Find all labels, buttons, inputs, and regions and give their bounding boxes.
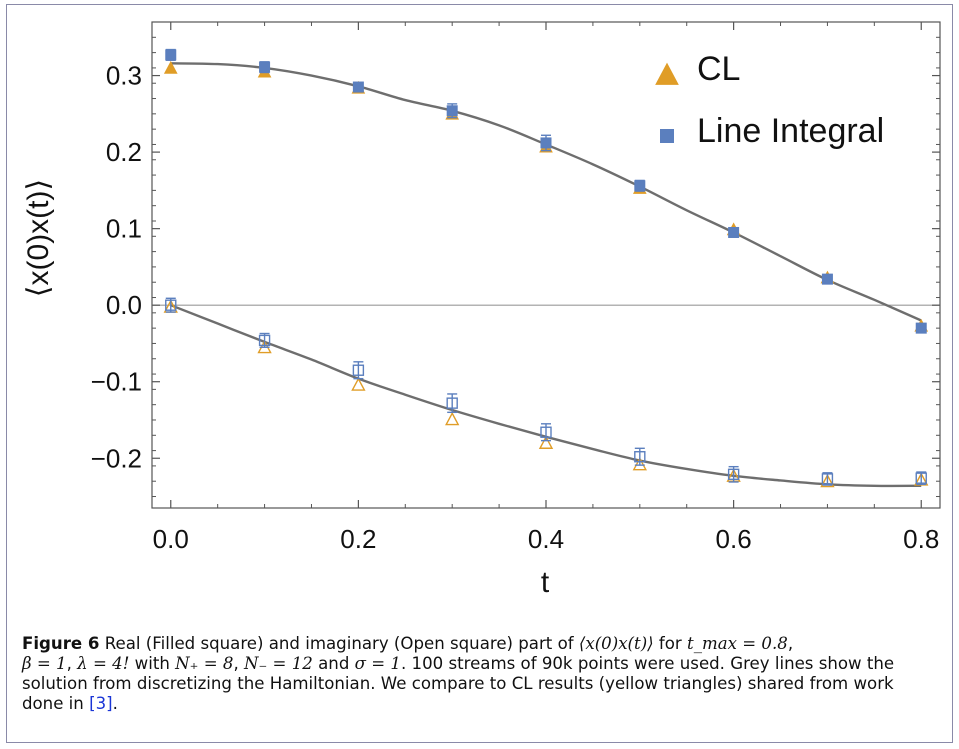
caption-text: . 100 streams of 90k points were used. G… [22, 654, 895, 713]
caption-math: ⟨x(0)x(t)⟩ [578, 634, 654, 653]
caption-math: t_max = 0.8 [687, 634, 788, 653]
line-integral-imaginary-point [446, 397, 458, 409]
line-integral-real-point [915, 322, 927, 334]
line-integral-imaginary-point [727, 468, 740, 481]
axes: 0.0 0.2 0.4 0.6 0.8 −0.2 −0.1 0.0 0.1 0.2 0.3 [91, 21, 941, 554]
figure-frame [6, 4, 953, 743]
legend-line-integral-marker [660, 129, 674, 143]
line-integral-real-point [165, 49, 177, 61]
cl-imaginary-point [632, 456, 647, 471]
caption-text: and [312, 654, 355, 673]
caption-text: , [66, 654, 78, 673]
y-tick-label: 0.0 [106, 290, 142, 320]
y-tick-label: 0.1 [106, 214, 142, 244]
theory-curve [170, 304, 922, 488]
cl-imaginary-point [351, 377, 366, 391]
line-integral-real-point [540, 137, 552, 149]
cl-imaginary-point [914, 472, 929, 486]
caption-text: Real (Filled square) and imaginary (Open… [99, 634, 579, 653]
cl-real-point [163, 60, 178, 74]
x-axis-label: t [541, 566, 550, 599]
legend: CL Line Integral [655, 50, 884, 150]
reference-link[interactable]: [3] [89, 694, 113, 713]
line-integral-imaginary-point [915, 472, 927, 484]
caption-label: Figure 6 [22, 634, 100, 653]
x-tick-label: 0.4 [528, 524, 564, 554]
line-integral-real-point [634, 180, 646, 192]
cl-imaginary-point [820, 473, 835, 488]
caption-text: . [112, 694, 118, 713]
legend-label: CL [697, 50, 740, 88]
caption-math: N₊ = 8 [175, 654, 234, 673]
line-integral-imaginary-point [540, 426, 552, 438]
y-axis-label: ⟨x(0)x(t)⟩ [22, 179, 55, 297]
cl-imaginary-point [538, 435, 554, 449]
x-tick-label: 0.0 [153, 524, 189, 554]
caption-math: β = 1 [22, 654, 67, 673]
x-tick-label: 0.8 [903, 524, 939, 554]
line-integral-imaginary-point [352, 364, 365, 376]
data-marks [163, 48, 929, 488]
line-integral-imaginary-point [258, 334, 271, 347]
y-tick-label: 0.2 [106, 137, 142, 167]
x-tick-label: 0.2 [340, 524, 376, 554]
figure-caption: Figure 6 Real (Filled square) and imagin… [22, 634, 937, 714]
line-integral-real-point [821, 273, 833, 285]
line-integral-real-point [259, 61, 271, 73]
line-integral-imaginary-point [821, 473, 834, 485]
line-integral-real-point [728, 226, 740, 238]
caption-math: N₋ = 12 [244, 654, 313, 673]
chart: 0.0 0.2 0.4 0.6 0.8 −0.2 −0.1 0.0 0.1 0.2 0.3 CL Li… [22, 21, 941, 599]
line-integral-imaginary-point [165, 299, 177, 311]
caption-text: with [129, 654, 176, 673]
line-integral-real-point [446, 105, 458, 117]
caption-math: σ = 1 [354, 654, 401, 673]
y-tick-label: 0.3 [106, 61, 142, 91]
caption-text: , [233, 654, 244, 673]
theory-curve [170, 62, 922, 322]
legend-cl-marker [655, 62, 679, 85]
caption-text: , [787, 634, 794, 653]
line-integral-imaginary-point [634, 451, 646, 463]
y-tick-label: −0.2 [91, 443, 142, 473]
legend-label: Line Integral [697, 112, 884, 150]
caption-text: for [653, 634, 688, 653]
x-tick-label: 0.6 [716, 524, 752, 554]
cl-imaginary-point [445, 411, 460, 426]
line-integral-real-point [352, 81, 364, 93]
y-tick-label: −0.1 [91, 367, 142, 397]
caption-math: λ = 4! [77, 654, 130, 673]
